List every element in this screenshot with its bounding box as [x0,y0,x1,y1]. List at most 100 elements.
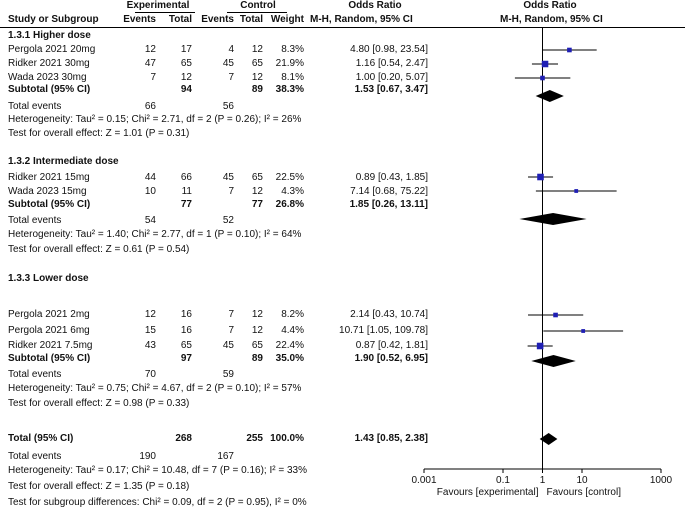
odds-ratio-ci: 10.71 [1.05, 109.78] [339,325,428,336]
subtotal-ci: 1.85 [0.26, 13.11] [349,199,428,210]
pooled-diamond [531,355,576,367]
point-estimate-marker [536,342,544,350]
events-c: 7 [228,186,234,197]
events-c: 45 [222,172,234,183]
point-estimate-marker [541,60,549,68]
heterogeneity-text: Heterogeneity: Tau² = 0.15; Chi² = 2.71,… [8,114,302,125]
total-events-e: 190 [139,451,156,462]
odds-ratio-ci: 7.14 [0.68, 75.22] [350,186,428,197]
total-events-label: Total events [8,451,62,462]
header-odds-ratio-text: Odds Ratio [348,0,402,11]
subtotal-ci: 1.90 [0.52, 6.95] [354,353,428,364]
header-experimental: Experimental [126,0,190,11]
subtotal-label: Subtotal (95% CI) [8,84,91,95]
events-c: 45 [222,58,234,69]
subtotal-total-c: 89 [251,353,263,364]
events-e: 47 [144,58,156,69]
total-c: 65 [251,340,263,351]
subgroup-title: 1.3.1 Higher dose [8,30,91,41]
weight: 8.2% [281,309,304,320]
total-events-e: 54 [144,215,156,226]
study-name: Ridker 2021 30mg [8,58,90,69]
weight: 4.4% [281,325,304,336]
total-e: 65 [180,340,192,351]
events-e: 15 [144,325,156,336]
weight: 22.4% [275,340,304,351]
pooled-diamond [519,213,587,225]
header-rule [0,27,685,28]
overall-effect-text: Test for overall effect: Z = 1.35 (P = 0… [8,481,190,492]
overall-effect-text: Test for overall effect: Z = 1.01 (P = 0… [8,128,190,139]
study-name: Pergola 2021 6mg [8,325,90,336]
subtotal-total-c: 77 [251,199,263,210]
point-estimate-marker [567,47,572,53]
odds-ratio-ci: 0.87 [0.42, 1.81] [355,340,428,351]
total-total-e: 268 [175,433,192,444]
subtotal-weight: 26.8% [275,199,304,210]
total-events-c: 56 [222,101,234,112]
total-events-c: 59 [222,369,234,380]
weight: 22.5% [275,172,304,183]
events-c: 7 [228,72,234,83]
pooled-diamond [535,90,564,102]
events-e: 43 [144,340,156,351]
header-underline-control [227,12,287,13]
total-events-c: 52 [222,215,234,226]
header-underline-experimental [135,12,195,13]
header-total-c: Total [239,14,263,25]
header-total-e: Total [168,14,192,25]
x-tick-label: 10 [576,475,588,486]
total-events-e: 66 [144,101,156,112]
favours-control-label: Favours [control] [547,487,622,498]
odds-ratio-ci: 1.00 [0.20, 5.07] [355,72,428,83]
events-e: 44 [144,172,156,183]
events-c: 45 [222,340,234,351]
study-name: Ridker 2021 15mg [8,172,90,183]
total-c: 12 [251,325,263,336]
pooled-diamond [539,433,558,445]
odds-ratio-ci: 1.16 [0.54, 2.47] [355,58,428,69]
weight: 4.3% [281,186,304,197]
subtotal-total-e: 77 [180,199,192,210]
odds-ratio-ci: 2.14 [0.43, 10.74] [350,309,428,320]
x-tick-label: 0.1 [496,475,510,486]
total-c: 65 [251,172,263,183]
header-weight: Weight [270,14,304,25]
subtotal-weight: 38.3% [275,84,304,95]
subgroup-title: 1.3.2 Intermediate dose [8,156,119,167]
total-e: 66 [180,172,192,183]
x-tick-label: 1 [540,475,546,486]
events-e: 12 [144,44,156,55]
study-name: Wada 2023 15mg [8,186,87,197]
total-events-c: 167 [217,451,234,462]
events-c: 4 [228,44,234,55]
subtotal-total-e: 97 [180,353,192,364]
overall-effect-text: Test for overall effect: Z = 0.61 (P = 0… [8,244,190,255]
point-estimate-marker [540,75,545,81]
total-e: 16 [180,325,192,336]
total-events-label: Total events [8,369,62,380]
subgroup-differences-text: Test for subgroup differences: Chi² = 0.… [8,497,307,508]
point-estimate-marker [574,189,579,193]
total-events-label: Total events [8,215,62,226]
events-e: 10 [144,186,156,197]
events-c: 7 [228,325,234,336]
total-e: 65 [180,58,192,69]
header-method-plot: M-H, Random, 95% CI [500,14,603,25]
subtotal-total-e: 94 [180,84,192,95]
total-e: 16 [180,309,192,320]
total-e: 17 [180,44,192,55]
point-estimate-marker [553,312,558,318]
subtotal-total-c: 89 [251,84,263,95]
subtotal-label: Subtotal (95% CI) [8,353,91,364]
total-label: Total (95% CI) [8,433,74,444]
total-e: 11 [181,186,192,197]
total-c: 12 [251,44,263,55]
weight: 8.1% [281,72,304,83]
heterogeneity-text: Heterogeneity: Tau² = 0.75; Chi² = 4.67,… [8,383,302,394]
subgroup-title: 1.3.3 Lower dose [8,273,89,284]
total-events-label: Total events [8,101,62,112]
study-name: Pergola 2021 2mg [8,309,90,320]
total-c: 12 [251,186,263,197]
